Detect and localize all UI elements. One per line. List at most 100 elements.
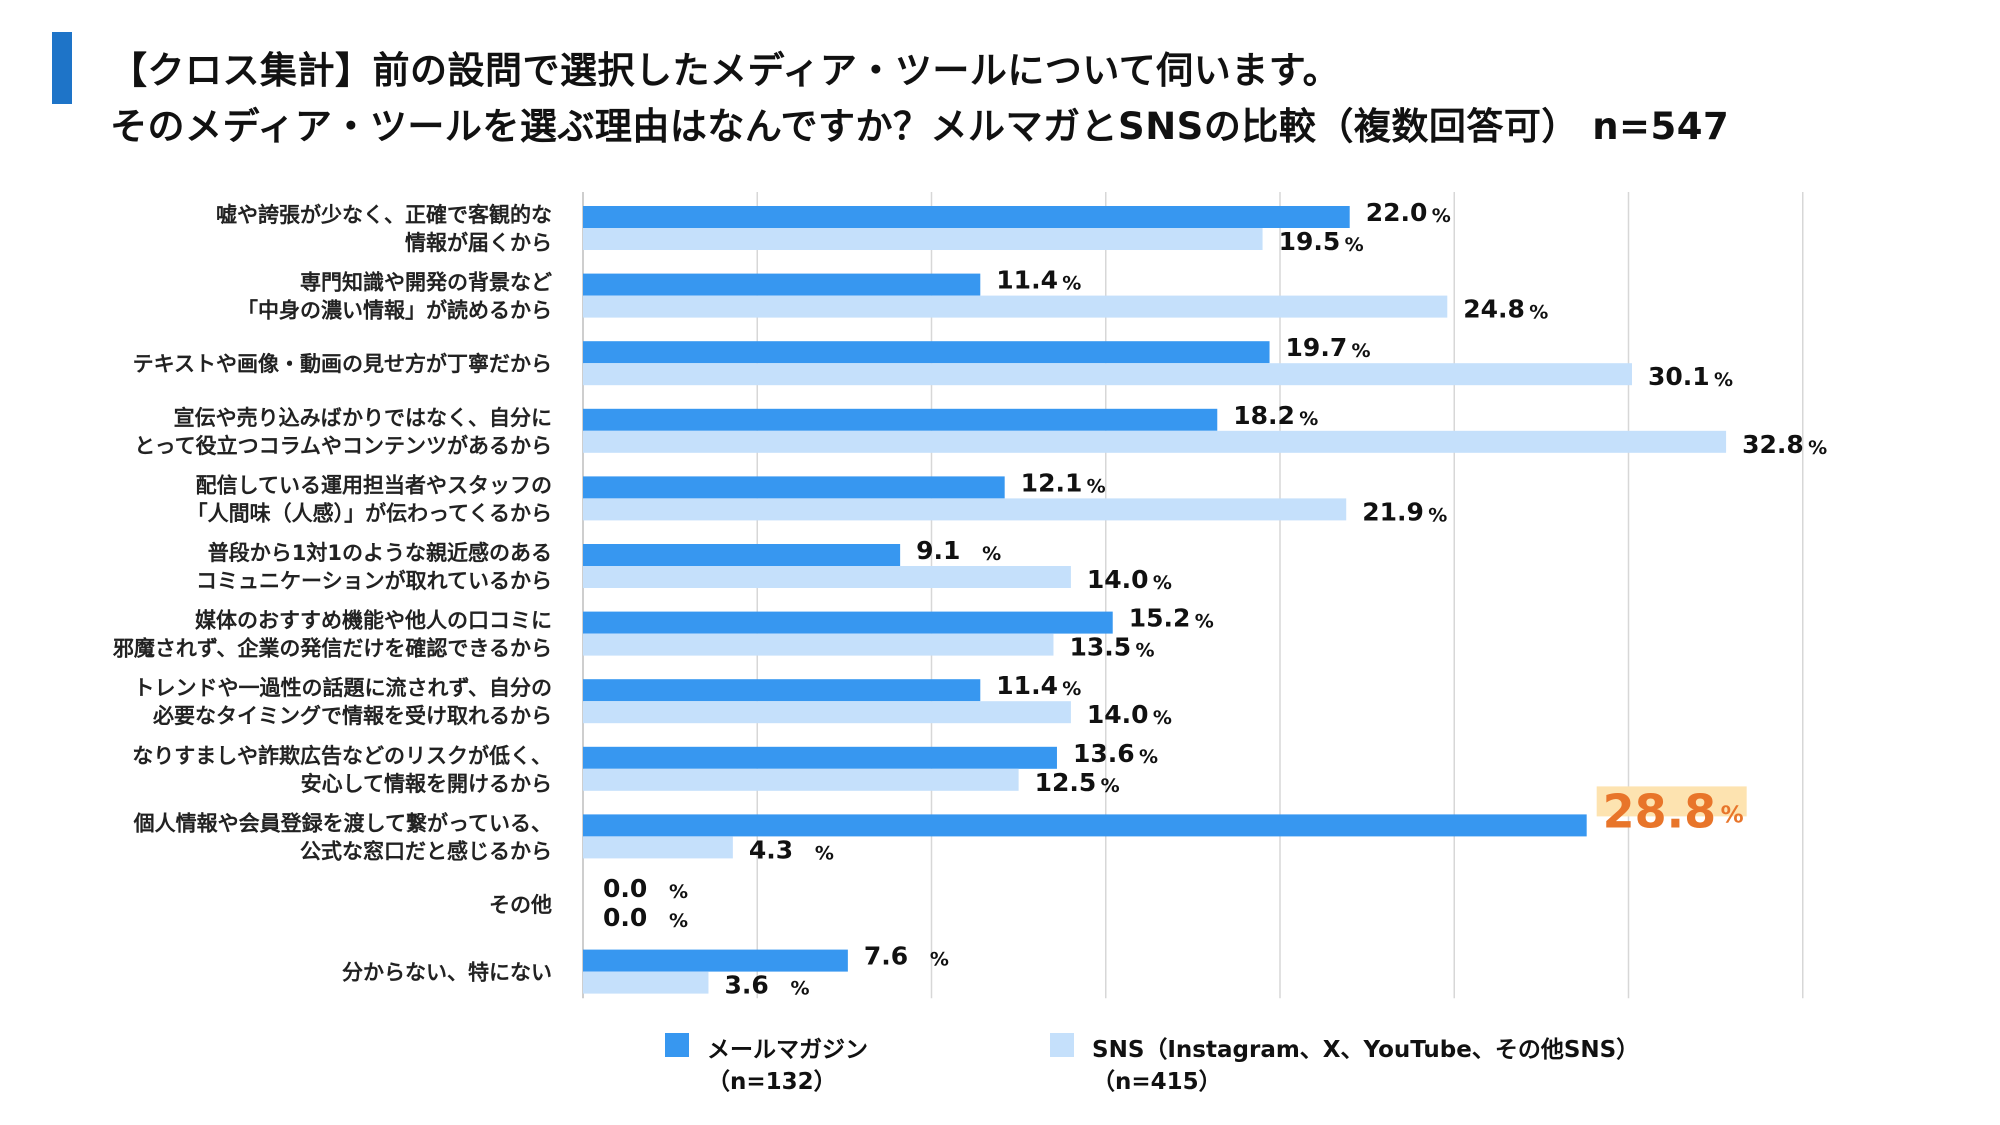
bar-sns [583,701,1071,724]
data-label-unit: % [982,543,1001,565]
category-label: コミュニケーションが取れているから [196,569,552,593]
category-label: 普段から1対1のような親近感のある [208,541,552,565]
bar-mail [583,476,1005,499]
data-label-sns: 21.9 [1362,497,1424,526]
data-label-mail: 0.0 [603,874,647,903]
data-label-unit: % [1714,369,1733,391]
data-label-unit: % [1153,707,1172,729]
bar-mail [583,814,1587,837]
data-label-unit: % [1345,234,1364,256]
title-accent-bar [52,32,72,104]
bar-sns [583,971,709,994]
data-label-unit: % [1352,340,1371,362]
legend-n-mail: （n=132） [707,1069,837,1095]
bar-mail [583,408,1218,431]
data-label-unit: % [1139,746,1158,768]
category-label: 情報が届くから [405,231,552,255]
data-label-unit: % [930,949,949,971]
data-label-sns: 13.5 [1069,633,1131,662]
data-label-sns: 14.0 [1087,700,1149,729]
bar-mail [583,679,981,702]
data-label-sns: 4.3 [749,835,793,864]
bar-mail [583,544,901,566]
chart-title-line-2: そのメディア・ツールを選ぶ理由はなんですか？メルマガとSNSの比較（複数回答可）… [110,105,1730,148]
legend-swatch-sns [1050,1033,1074,1057]
category-label: 安心して情報を開けるから [301,772,552,796]
category-label: なりすましや詐欺広告などのリスクが低く、 [132,744,552,768]
category-label: とって役立つコラムやコンテンツがあるから [134,434,552,458]
category-label: 宣伝や売り込みばかりではなく、自分に [174,406,552,430]
category-label: 分からない、特にない [342,961,552,985]
data-label-sns: 14.0 [1087,565,1149,594]
bar-sns [583,430,1727,453]
data-label-mail: 11.4 [996,266,1058,295]
category-label: その他 [489,893,552,917]
category-label: 嘘や誇張が少なく、正確で客観的な [216,203,552,227]
data-label-mail: 22.0 [1366,198,1428,227]
bar-mail [583,273,981,296]
legend-label-sns: SNS（Instagram、X、YouTube、その他SNS） [1092,1037,1640,1063]
bar-mail [583,206,1350,228]
bar-mail [583,611,1113,634]
data-label-mail: 9.1 [916,536,960,565]
data-label-unit: % [1299,408,1318,430]
bar-sns [583,295,1448,318]
bar-sns [583,363,1632,386]
highlight-box [1596,786,1747,817]
data-label-mail: 11.4 [996,671,1058,700]
data-label-unit: % [1529,302,1548,324]
data-label-sns: 3.6 [724,971,768,1000]
data-label-unit: % [790,978,809,1000]
category-label: 必要なタイミングで情報を受け取れるから [153,704,552,728]
data-label-unit: % [1153,572,1172,594]
data-label-sns: 0.0 [603,903,647,932]
bar-sns [583,768,1019,791]
bar-sns [583,498,1347,521]
chart-title-line-1: 【クロス集計】前の設問で選択したメディア・ツールについて伺います。 [110,49,1341,92]
category-label: 媒体のおすすめ機能や他人の口コミに [195,609,552,633]
category-label: 邪魔されず、企業の発信だけを確認できるから [112,637,552,661]
bar-sns [583,836,733,859]
data-label-unit: % [669,881,688,903]
data-label-unit: % [1135,640,1154,662]
category-label: テキストや画像・動画の見せ方が丁寧だから [133,352,552,376]
category-label: トレンドや一過性の話題に流されず、自分の [133,676,552,700]
chart-legend: メールマガジン （n=132） SNS（Instagram、X、YouTube、… [0,1030,2000,1120]
data-label-mail: 15.2 [1129,604,1191,633]
legend-label-mail: メールマガジン [707,1037,868,1063]
category-label: 専門知識や開発の背景など [300,271,552,295]
data-label-highlight: 28.8 [1603,784,1717,838]
data-label-mail: 7.6 [864,942,908,971]
data-label-sns: 19.5 [1279,227,1341,256]
data-label-mail: 12.1 [1021,468,1083,497]
data-label-unit: % [1432,205,1451,227]
data-label-mail: 18.2 [1233,401,1295,430]
data-label-unit: % [669,910,688,932]
data-label-sns: 32.8 [1742,430,1804,459]
data-label-sns: 30.1 [1648,362,1710,391]
data-label-unit: % [1087,475,1106,497]
legend-n-sns: （n=415） [1092,1069,1222,1095]
bar-mail [583,949,848,972]
category-label: 個人情報や会員登録を渡して繋がっている、 [133,811,552,835]
category-label: 「人間味（人感）」が伝わってくるから [187,501,552,525]
data-label-unit: % [1062,678,1081,700]
bar-sns [583,633,1054,656]
data-label-sns: 12.5 [1035,768,1097,797]
category-label: 公式な窓口だと感じるから [300,839,552,863]
data-label-mail: 19.7 [1286,333,1348,362]
data-label-unit: % [1101,775,1120,797]
category-label: 配信している運用担当者やスタッフの [196,473,552,497]
data-label-sns: 24.8 [1463,295,1525,324]
data-label-unit: % [1808,437,1827,459]
data-label-mail: 13.6 [1073,739,1135,768]
bar-mail [583,341,1270,364]
legend-swatch-mail [665,1033,689,1057]
bar-mail [583,746,1057,769]
data-label-unit: % [1428,504,1447,526]
bar-sns [583,228,1263,250]
data-label-unit: % [1062,273,1081,295]
data-label-unit: % [1195,611,1214,633]
category-label: 「中身の濃い情報」が読めるから [237,299,552,323]
